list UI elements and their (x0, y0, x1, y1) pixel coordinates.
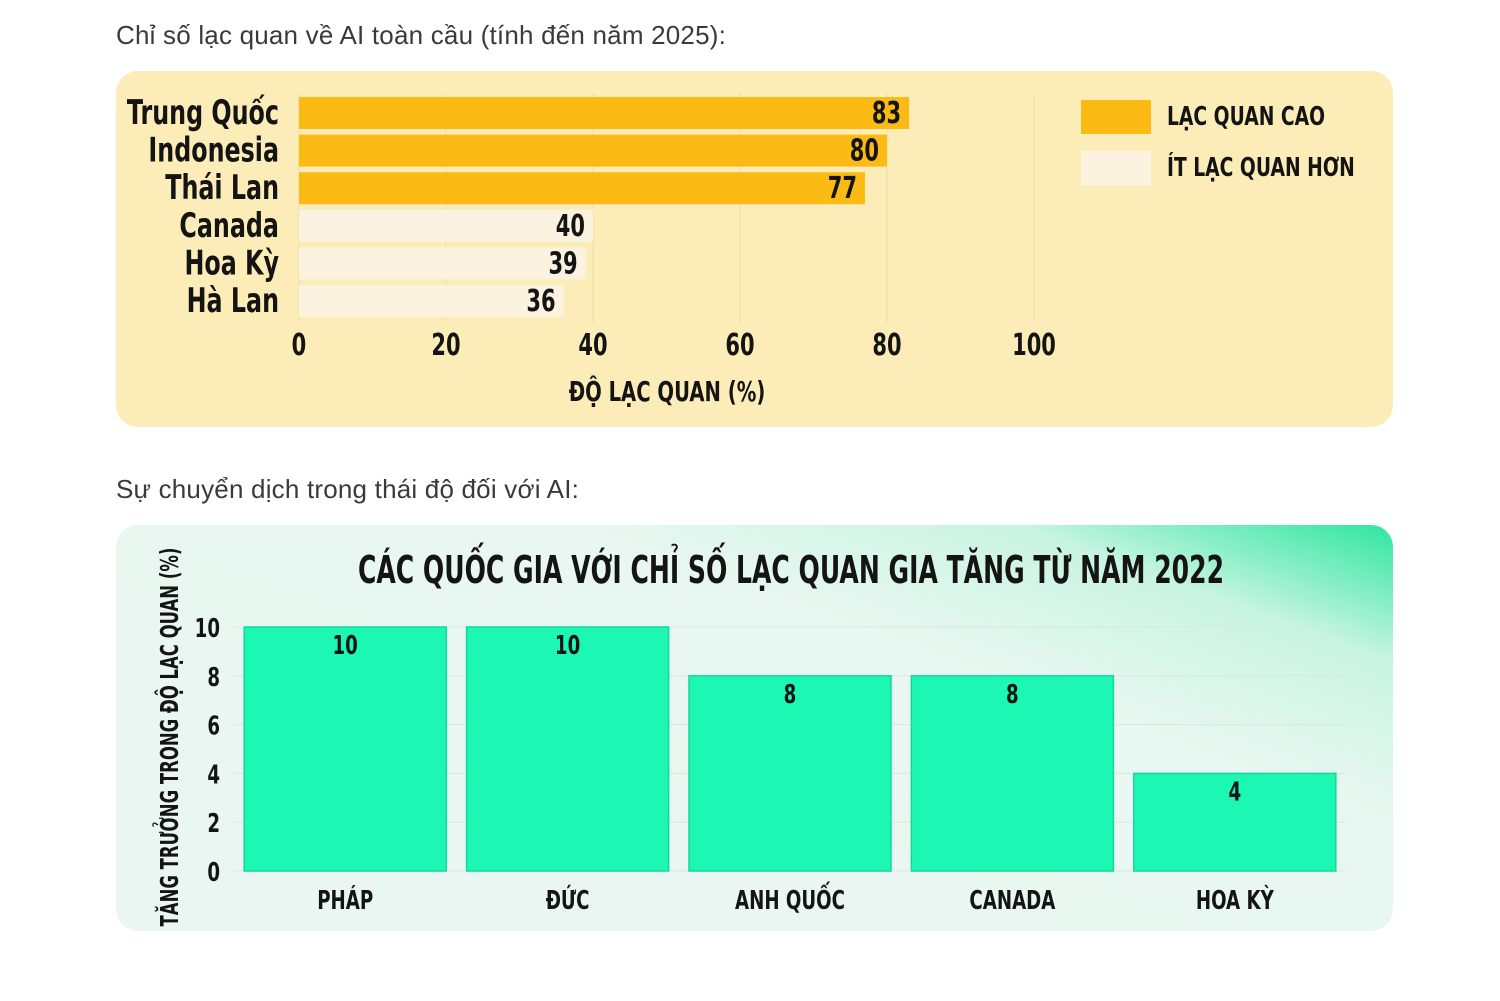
y-tick-label: 0 (207, 858, 220, 888)
optimism-bar-chart: Trung Quốc 83 Indonesia 80 Thái Lan 77 Canada 4… (127, 93, 1056, 408)
category-label-ha-lan: Hà Lan (187, 281, 279, 320)
optimism-section-heading: Chỉ số lạc quan về AI toàn cầu (tính đến… (116, 20, 727, 50)
bar-hoa-ky (1133, 772, 1337, 872)
value-label-hoa-ky: 4 (1228, 777, 1241, 807)
y-tick-label: 4 (207, 760, 220, 790)
bar-ha-lan (299, 285, 564, 317)
bar-canada (299, 209, 593, 242)
x-tick-label: 100 (1012, 328, 1056, 363)
category-label-duc: ĐỨC (546, 884, 590, 916)
value-label-hoa-ky: 39 (548, 247, 577, 282)
x-axis-title: ĐỘ LẠC QUAN (%) (569, 373, 766, 408)
category-label-hoa-ky: Hoa Kỳ (184, 243, 279, 282)
value-label-anh-quoc: 8 (784, 680, 797, 710)
legend-swatch-low (1081, 151, 1151, 185)
value-label-trung-quoc: 83 (872, 96, 901, 131)
x-tick-label: 60 (725, 328, 754, 363)
y-axis-title: TĂNG TRƯỞNG TRONG ĐỘ LẠC QUAN (%) (152, 548, 184, 927)
category-label-thai-lan: Thái Lan (165, 168, 279, 207)
y-tick-label: 2 (207, 809, 220, 839)
category-label-trung-quoc: Trung Quốc (127, 93, 279, 132)
category-label-canada: Canada (179, 206, 279, 245)
legend-swatch-high (1081, 100, 1151, 134)
y-tick-label: 8 (207, 663, 220, 693)
value-label-thai-lan: 77 (828, 172, 857, 207)
legend-label-low: ÍT LẠC QUAN HƠN (1167, 153, 1355, 183)
growth-chart-panel: CÁC QUỐC GIA VỚI CHỈ SỐ LẠC QUAN GIA TĂN… (116, 525, 1393, 931)
x-tick-label: 0 (292, 328, 307, 363)
growth-bar-chart: CÁC QUỐC GIA VỚI CHỈ SỐ LẠC QUAN GIA TĂN… (152, 542, 1346, 927)
bar-duc (465, 626, 670, 872)
shift-section-heading: Sự chuyển dịch trong thái độ đối với AI: (116, 474, 580, 504)
category-label-indonesia: Indonesia (148, 130, 279, 169)
value-label-duc: 10 (555, 631, 580, 661)
optimism-chart-panel: Trung Quốc 83 Indonesia 80 Thái Lan 77 Canada 4… (116, 71, 1393, 427)
bar-indonesia (299, 134, 887, 167)
x-tick-label: 80 (872, 328, 901, 363)
value-label-canada: 8 (1006, 680, 1019, 710)
bar-hoa-ky (299, 247, 586, 280)
bar-anh-quoc (688, 675, 892, 872)
legend-item-high: LẠC QUAN CAO (1081, 100, 1386, 134)
category-label-phap: PHÁP (317, 884, 373, 916)
bar-phap (243, 626, 447, 872)
value-label-indonesia: 80 (850, 134, 879, 169)
category-label-canada: CANADA (969, 886, 1055, 916)
legend-item-low: ÍT LẠC QUAN HƠN (1081, 151, 1428, 185)
value-label-ha-lan: 36 (526, 284, 555, 319)
y-tick-label: 10 (195, 614, 220, 644)
bar-canada (910, 675, 1115, 872)
legend-label-high: LẠC QUAN CAO (1167, 102, 1326, 132)
value-label-phap: 10 (333, 631, 358, 661)
category-label-anh-quoc: ANH QUỐC (735, 880, 845, 916)
bar-trung-quoc (299, 97, 910, 129)
bar-thai-lan (299, 172, 865, 205)
value-label-canada: 40 (556, 209, 585, 244)
x-tick-label: 20 (431, 328, 460, 363)
y-tick-label: 6 (207, 711, 220, 741)
chart-title: CÁC QUỐC GIA VỚI CHỈ SỐ LẠC QUAN GIA TĂN… (358, 542, 1224, 593)
x-tick-label: 40 (578, 328, 607, 363)
category-label-hoa-ky: HOA KỲ (1196, 884, 1275, 916)
